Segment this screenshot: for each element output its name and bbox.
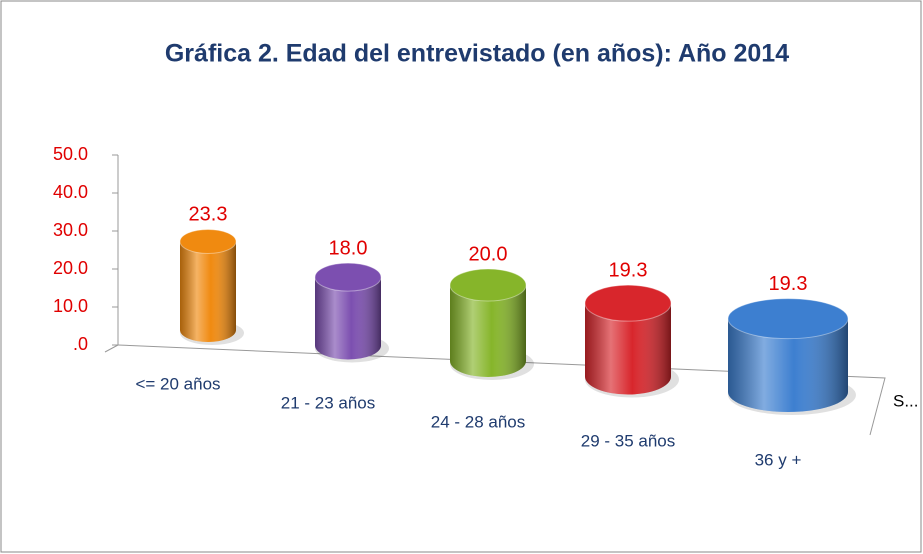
value-label: 19.3 bbox=[609, 259, 648, 281]
bar-shading bbox=[450, 285, 526, 377]
bar-top bbox=[314, 262, 382, 292]
x-tick-label: 36 y + bbox=[755, 450, 802, 469]
floor-edge bbox=[104, 344, 119, 353]
x-tick-label: <= 20 años bbox=[135, 374, 220, 393]
bar-top bbox=[449, 268, 527, 302]
floor-edge bbox=[117, 344, 886, 436]
chart-title: Gráfica 2. Edad del entrevistado (en año… bbox=[165, 40, 789, 68]
value-label: 19.3 bbox=[769, 273, 808, 295]
y-tick-label: 40.0 bbox=[53, 182, 88, 202]
bar-shading bbox=[180, 241, 236, 342]
bar-shading bbox=[585, 303, 671, 395]
x-tick-label: 24 - 28 años bbox=[431, 412, 526, 431]
bar-shading bbox=[728, 318, 848, 412]
bar-top bbox=[727, 298, 849, 340]
y-tick-label: 30.0 bbox=[53, 220, 88, 240]
y-tick-label: 20.0 bbox=[53, 258, 88, 278]
y-tick-label: 10.0 bbox=[53, 296, 88, 316]
y-tick-label: .0 bbox=[73, 334, 88, 354]
value-label: 20.0 bbox=[469, 243, 508, 265]
value-label: 23.3 bbox=[189, 204, 228, 226]
series-label: S... bbox=[893, 391, 919, 410]
bar-top bbox=[179, 228, 237, 254]
x-tick-label: 29 - 35 años bbox=[581, 431, 676, 450]
value-label: 18.0 bbox=[329, 237, 368, 259]
y-tick-label: 50.0 bbox=[53, 144, 88, 164]
bar-shading bbox=[315, 277, 381, 360]
x-tick-label: 21 - 23 años bbox=[281, 393, 376, 412]
bar-top bbox=[584, 284, 672, 322]
